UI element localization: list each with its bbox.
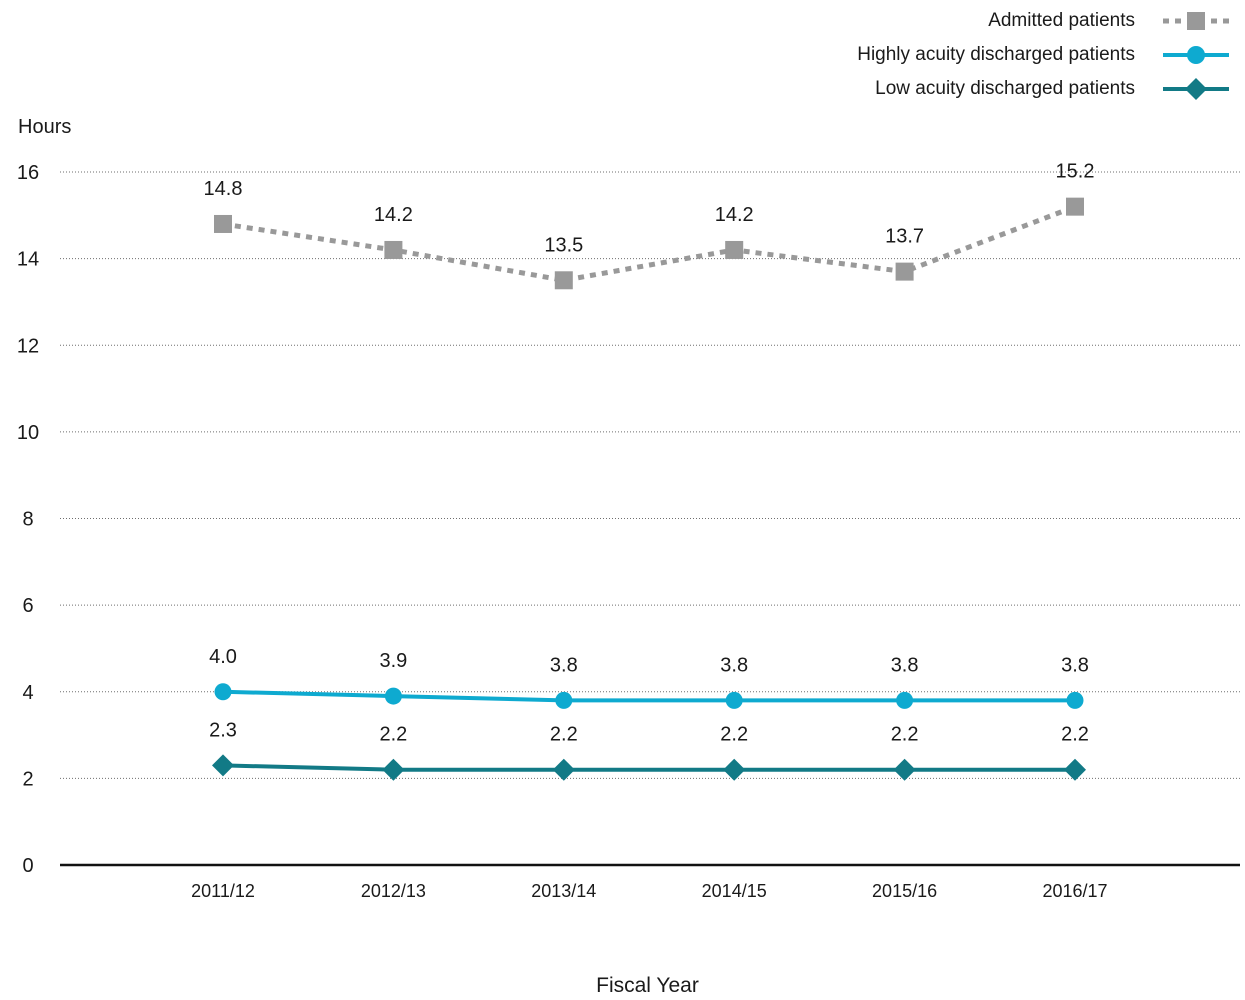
x-axis-title: Fiscal Year xyxy=(596,974,699,997)
data-point-high-acuity xyxy=(384,687,402,705)
data-label-low-acuity: 2.2 xyxy=(720,724,748,746)
data-point-admitted xyxy=(214,214,232,233)
series-line-high-acuity xyxy=(222,689,1075,703)
data-label-low-acuity: 2.2 xyxy=(1061,724,1089,746)
y-axis-title: Hours xyxy=(18,116,72,138)
x-tick-label: 2012/13 xyxy=(361,881,426,901)
data-point-admitted xyxy=(895,262,914,281)
legend-label-admitted: Admitted patients xyxy=(988,10,1135,31)
data-point-low-acuity xyxy=(382,758,405,781)
legend-item-admitted: Admitted patients xyxy=(857,4,1231,38)
data-point-low-acuity xyxy=(893,758,916,781)
data-point-high-acuity xyxy=(214,683,232,701)
data-point-low-acuity xyxy=(723,758,746,781)
data-label-high-acuity: 3.8 xyxy=(720,654,748,676)
x-tick-label: 2014/15 xyxy=(702,881,767,901)
data-label-admitted: 14.2 xyxy=(715,204,754,226)
series-line-low-acuity xyxy=(222,763,1075,772)
data-label-admitted: 13.7 xyxy=(885,226,924,248)
data-point-admitted xyxy=(384,240,403,259)
series xyxy=(212,197,1086,781)
data-label-low-acuity: 2.2 xyxy=(379,724,407,746)
data-label-admitted: 14.2 xyxy=(374,204,413,226)
data-labels: 14.8 14.2 13.5 14.2 13.7 15.2 4.0 3.9 3.8 3.8 3.8 3… xyxy=(204,161,1095,746)
data-point-low-acuity xyxy=(212,754,234,777)
data-point-low-acuity xyxy=(1064,758,1086,781)
data-point-admitted xyxy=(554,271,573,290)
data-label-low-acuity: 2.2 xyxy=(891,724,919,746)
y-tick-label: 6 xyxy=(22,595,33,617)
legend-label-high-acuity: Highly acuity discharged patients xyxy=(857,44,1135,65)
data-point-high-acuity xyxy=(1066,691,1084,709)
y-tick-label: 0 xyxy=(22,855,33,877)
x-tick-label: 2011/12 xyxy=(191,881,255,901)
data-label-high-acuity: 3.8 xyxy=(1061,654,1089,676)
legend-symbol-high-acuity xyxy=(1163,46,1229,64)
legend-item-high-acuity: Highly acuity discharged patients xyxy=(857,38,1231,72)
legend-item-low-acuity: Low acuity discharged patients xyxy=(857,72,1231,106)
data-point-high-acuity xyxy=(725,691,743,709)
data-point-admitted xyxy=(725,240,744,259)
data-label-high-acuity: 3.8 xyxy=(550,654,578,676)
series-low-acuity xyxy=(212,754,1086,781)
legend-symbol-low-acuity xyxy=(1163,78,1229,100)
x-tick-label: 2013/14 xyxy=(531,881,596,901)
data-label-high-acuity: 4.0 xyxy=(209,646,237,668)
legend-symbol-admitted xyxy=(1163,12,1229,30)
y-tick-label: 2 xyxy=(22,768,33,790)
x-tick-label: 2015/16 xyxy=(872,881,937,901)
series-line-admitted xyxy=(222,204,1076,283)
data-label-admitted: 13.5 xyxy=(544,234,583,256)
data-label-low-acuity: 2.2 xyxy=(550,724,578,746)
x-tick-label: 2016/17 xyxy=(1042,881,1107,901)
legend: Admitted patients Highly acuity discharg… xyxy=(857,4,1231,106)
series-admitted xyxy=(214,197,1084,290)
y-tick-label: 12 xyxy=(17,335,39,357)
data-point-high-acuity xyxy=(555,691,573,709)
series-high-acuity xyxy=(214,683,1084,709)
data-label-admitted: 14.8 xyxy=(204,178,243,200)
y-tick-label: 14 xyxy=(17,249,39,271)
data-label-admitted: 15.2 xyxy=(1056,161,1095,183)
y-tick-label: 10 xyxy=(17,422,39,444)
data-label-low-acuity: 2.3 xyxy=(209,719,237,741)
data-point-admitted xyxy=(1066,197,1084,216)
y-tick-label: 4 xyxy=(22,682,33,704)
legend-label-low-acuity: Low acuity discharged patients xyxy=(875,78,1135,99)
axes: 0 2 4 6 8 10 12 14 16 2011/12 2012/13 2013/14 2014/1… xyxy=(17,162,1240,901)
data-point-low-acuity xyxy=(552,758,575,781)
data-label-high-acuity: 3.9 xyxy=(379,650,407,672)
y-tick-label: 8 xyxy=(22,509,33,531)
y-tick-label: 16 xyxy=(17,162,39,184)
data-label-high-acuity: 3.8 xyxy=(891,654,919,676)
data-point-high-acuity xyxy=(896,691,914,709)
